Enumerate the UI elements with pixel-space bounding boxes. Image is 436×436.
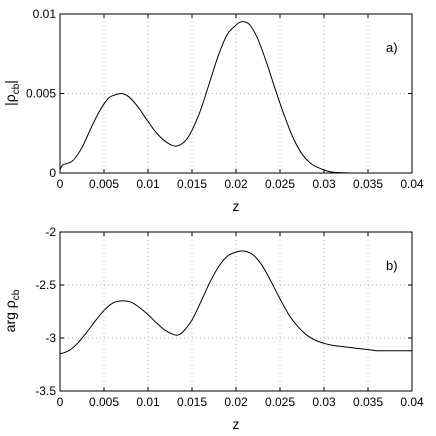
panel-b: 0 0.005 0.01 0.015 0.02 0.025 0.03 0.035 0.04 -3.…: [2, 225, 424, 432]
panel-a-x-tick-label: 0.025: [265, 177, 295, 191]
panel-b-y-tick-label: -3: [45, 331, 56, 345]
panel-b-x-tick-label: 0: [57, 395, 64, 409]
panel-b-x-tick-label: 0.01: [136, 395, 160, 409]
panel-a-y-axis-label-sub: cb: [11, 83, 22, 94]
panel-a-x-tick-label: 0.01: [136, 177, 160, 191]
panel-b-y-tick-label: -2: [45, 225, 56, 239]
panel-a-y-tick-label: 0: [49, 166, 56, 180]
panel-b-y-axis-label-sub: cb: [11, 289, 22, 300]
panel-a-tag: a): [386, 40, 398, 55]
panel-a-y-axis-label-main: |ρ: [2, 94, 18, 106]
panel-a-x-tick-label: 0.02: [224, 177, 248, 191]
panel-a-x-tick-label: 0: [57, 177, 64, 191]
panel-a-y-tick-label: 0.01: [33, 7, 57, 21]
panel-b-ticks: 0 0.005 0.01 0.015 0.02 0.025 0.03 0.035 0.04 -3.…: [35, 225, 424, 409]
panel-b-x-tick-label: 0.015: [177, 395, 207, 409]
panel-b-y-axis-label: arg ρcb: [2, 289, 22, 332]
panel-a-series: [59, 21, 412, 174]
panel-b-y-tick-label: -2.5: [35, 278, 56, 292]
panel-b-series: [59, 250, 412, 355]
panel-a: 0 0.005 0.01 0.015 0.02 0.025 0.03 0.035 0.04 0 0.…: [2, 7, 424, 214]
panel-a-x-tick-label: 0.04: [400, 177, 424, 191]
panel-b-x-tick-label: 0.005: [89, 395, 119, 409]
panel-b-y-axis-label-main: arg ρ: [2, 300, 18, 332]
panel-a-x-tick-label: 0.035: [353, 177, 383, 191]
panel-a-series-line-0: [59, 21, 412, 174]
panel-b-tag: b): [386, 258, 398, 273]
panel-a-grid: [60, 14, 412, 173]
panel-b-x-tick-label: 0.035: [353, 395, 383, 409]
panel-a-y-tick-label: 0.005: [26, 87, 56, 101]
panel-a-y-axis-label-suffix: |: [2, 80, 18, 84]
panel-a-x-tick-label: 0.015: [177, 177, 207, 191]
panel-a-y-axis-label: |ρcb|: [2, 80, 22, 106]
panel-b-x-axis-label: z: [233, 416, 240, 432]
panel-a-x-axis-label: z: [233, 198, 240, 214]
panel-b-grid: [60, 232, 412, 391]
panel-b-x-tick-label: 0.025: [265, 395, 295, 409]
panel-b-axes-box: [59, 231, 413, 392]
panel-b-x-tick-label: 0.03: [312, 395, 336, 409]
panel-a-x-tick-label: 0.03: [312, 177, 336, 191]
panel-b-x-tick-label: 0.02: [224, 395, 248, 409]
panel-a-x-tick-label: 0.005: [89, 177, 119, 191]
panel-b-series-line-0: [59, 250, 412, 355]
panel-a-ticks: 0 0.005 0.01 0.015 0.02 0.025 0.03 0.035 0.04 0 0.…: [26, 7, 424, 191]
panel-b-x-tick-label: 0.04: [400, 395, 424, 409]
panel-b-y-tick-label: -3.5: [35, 384, 56, 398]
